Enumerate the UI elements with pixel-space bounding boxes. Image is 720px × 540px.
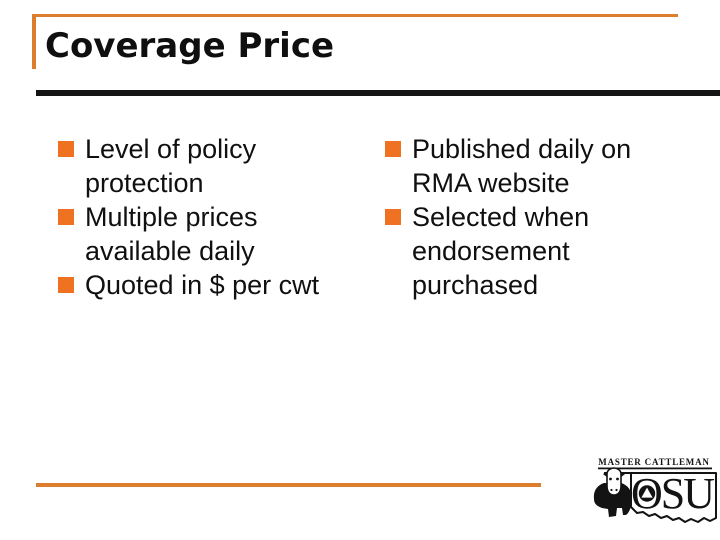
bullet-item: Quoted in $ per cwt xyxy=(58,268,358,302)
bullet-text: Published daily on RMA website xyxy=(412,134,632,198)
logo-underline xyxy=(598,467,712,470)
oklahoma-outline xyxy=(604,472,717,523)
title-divider-rule xyxy=(36,90,720,96)
bullet-text: Level of policy protection xyxy=(85,134,257,198)
bullet-text: Quoted in $ per cwt xyxy=(85,270,320,300)
bullet-item: Published daily on RMA website xyxy=(385,132,665,200)
bullet-text: Multiple prices available daily xyxy=(85,202,258,266)
bullet-item: Selected when endorsement purchased xyxy=(385,200,665,302)
bullet-square-icon xyxy=(385,141,401,157)
bullet-item: Multiple prices available daily xyxy=(58,200,358,268)
brand-triangle-icon xyxy=(638,485,656,502)
bullet-text: Selected when endorsement purchased xyxy=(412,202,590,300)
logo-graphic: MASTER CATTLEMAN OSU xyxy=(593,457,717,523)
bullet-square-icon xyxy=(58,277,74,293)
footer-accent-rule xyxy=(36,483,541,487)
top-accent-rule xyxy=(33,14,678,17)
bullet-column-left: Level of policy protection Multiple pric… xyxy=(58,132,358,302)
logo-program-name: MASTER CATTLEMAN xyxy=(598,457,709,467)
master-cattleman-osu-logo: MASTER CATTLEMAN OSU xyxy=(590,452,718,538)
bullet-square-icon xyxy=(58,141,74,157)
bullet-square-icon xyxy=(385,209,401,225)
title-accent-bar xyxy=(32,14,36,69)
cow-icon xyxy=(593,467,632,517)
bullet-column-right: Published daily on RMA website Selected … xyxy=(385,132,665,302)
bullet-square-icon xyxy=(58,209,74,225)
bullet-item: Level of policy protection xyxy=(58,132,358,200)
slide-title: Coverage Price xyxy=(45,26,335,66)
